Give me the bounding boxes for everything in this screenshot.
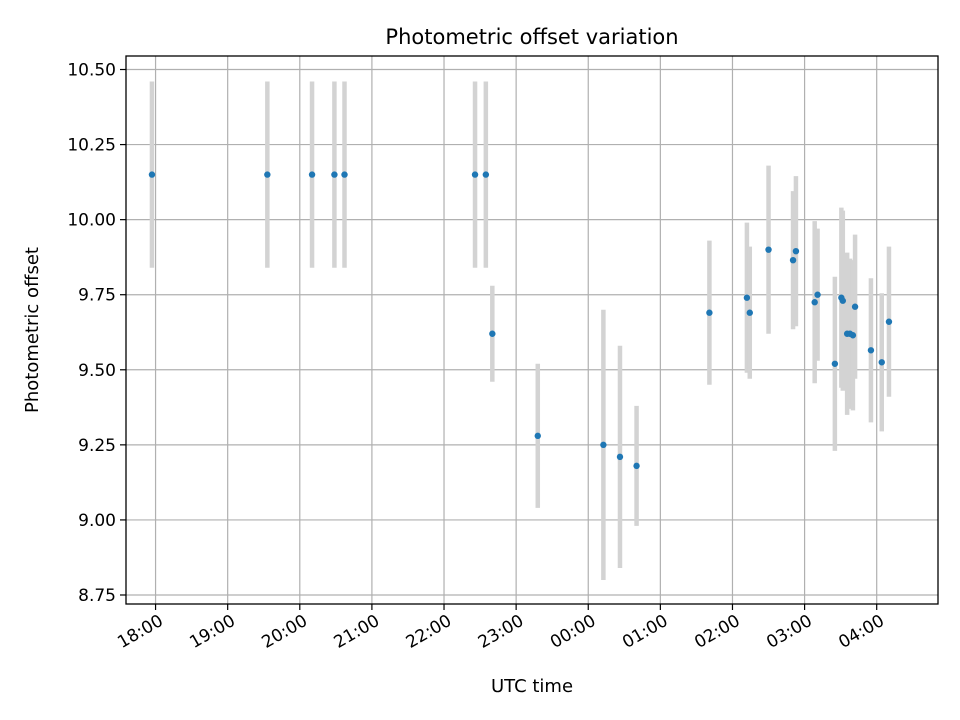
data-point [706,309,713,316]
data-point [814,291,821,298]
data-point [851,303,859,310]
data-point [331,171,338,178]
data-point [600,441,607,449]
y-tick-label: 10.50 [67,61,116,81]
data-point [616,453,624,461]
y-tick-label: 10.00 [67,211,116,231]
data-point [148,171,156,178]
data-point [489,330,496,337]
point-layer [148,171,893,470]
grid-layer [126,56,938,604]
data-point [878,359,885,366]
y-tick-label: 9.25 [78,436,116,456]
data-point [811,299,818,306]
y-tick-label: 9.50 [78,361,116,381]
data-point [633,462,640,470]
y-tick-label: 9.75 [78,286,116,306]
data-point [308,171,316,178]
data-point [482,171,490,178]
data-point [885,318,893,325]
data-point [746,309,753,316]
data-point [792,247,800,255]
data-point [341,171,348,178]
y-tick-label: 10.25 [67,136,116,156]
y-tick-layer: 8.75 9.00 9.25 9.50 9.75 10.00 10.25 10.50 [67,61,126,606]
data-point [765,246,772,253]
x-axis-label: UTC time [491,676,573,697]
data-point [534,432,541,440]
y-tick-label: 9.00 [78,511,116,531]
chart-title: Photometric offset variation [385,25,678,49]
data-point [264,171,271,178]
data-point [471,171,479,178]
y-tick-label: 8.75 [78,586,116,606]
plot-frame [125,55,939,605]
data-point [867,347,875,354]
y-axis-label: Photometric offset [22,247,43,413]
data-point [831,360,839,367]
data-point [839,297,847,304]
data-point [743,294,751,301]
data-point [849,332,857,339]
data-point [789,256,797,264]
